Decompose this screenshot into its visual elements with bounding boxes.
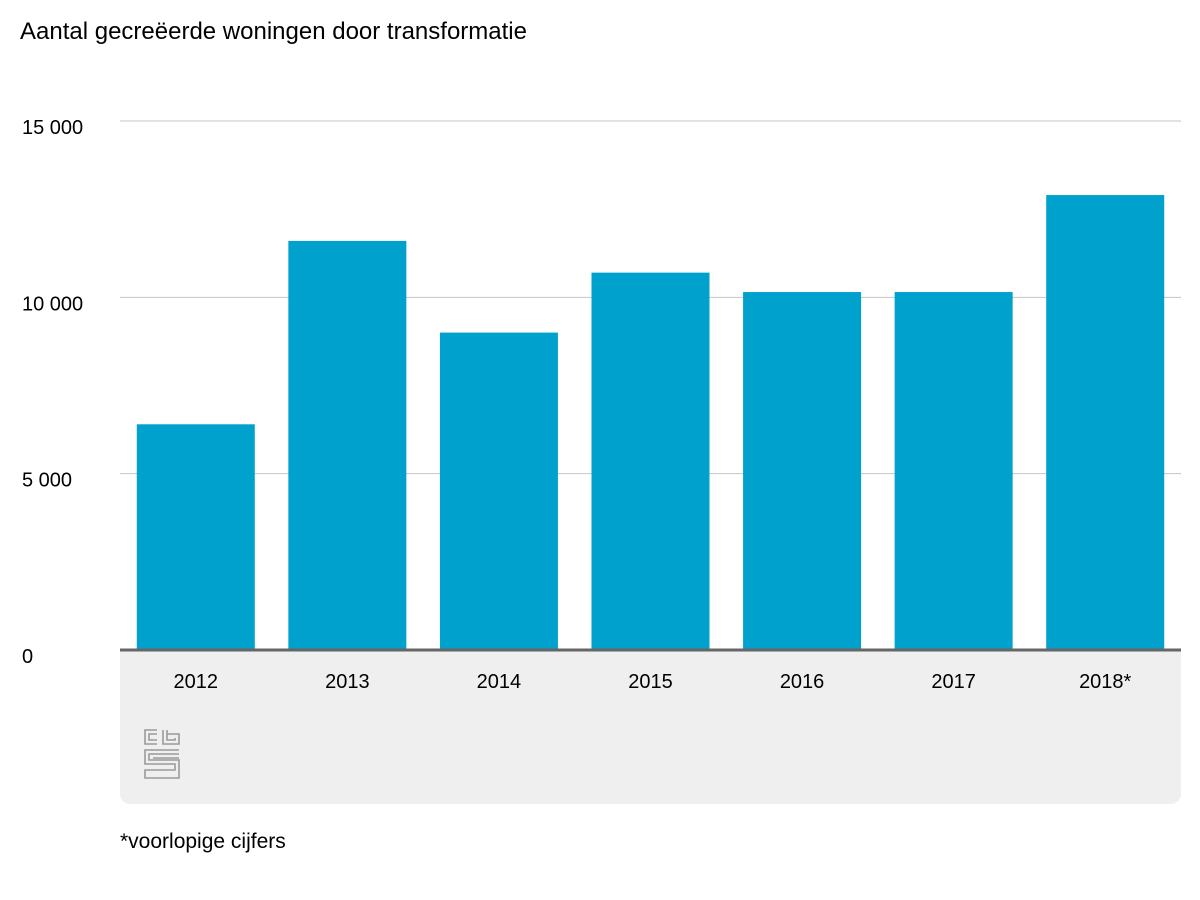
bar-2013	[288, 240, 407, 650]
axis-footer-panel	[120, 650, 1181, 804]
x-tick-label: 2015	[628, 671, 673, 693]
y-tick-label: 10 000	[22, 293, 83, 315]
y-tick-label: 15 000	[22, 117, 83, 139]
footnote: *voorlopige cijfers	[120, 830, 286, 853]
bar-2012	[136, 424, 255, 650]
x-tick-label: 2018*	[1079, 671, 1131, 693]
bar-2017	[894, 292, 1013, 650]
bar-2015	[591, 272, 710, 650]
y-tick-label: 5 000	[22, 470, 72, 492]
y-tick-label: 0	[22, 646, 33, 668]
bar-2016	[743, 292, 862, 650]
cbs-logo-icon	[144, 729, 180, 779]
x-axis-labels: 2012 2013 2014 2015 2016 2017 2018*	[174, 671, 1132, 693]
x-tick-label: 2017	[931, 671, 976, 693]
bars	[136, 195, 1165, 650]
bar-2018	[1046, 195, 1165, 650]
x-tick-label: 2012	[174, 671, 219, 693]
y-axis-labels: 0 5 000 10 000 15 000	[22, 117, 83, 668]
x-tick-label: 2013	[325, 671, 370, 693]
x-tick-label: 2014	[477, 671, 522, 693]
bar-2014	[439, 332, 558, 650]
chart-title: Aantal gecreëerde woningen door transfor…	[20, 18, 527, 45]
x-tick-label: 2016	[780, 671, 825, 693]
